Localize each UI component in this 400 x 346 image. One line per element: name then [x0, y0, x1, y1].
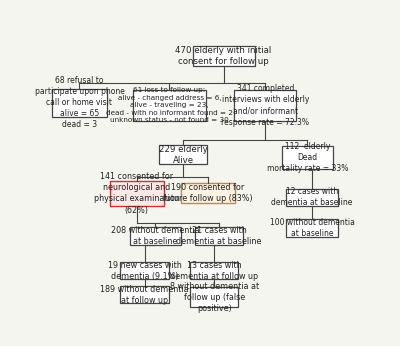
FancyBboxPatch shape: [130, 227, 181, 245]
Text: 68 refusal to
participate upon phone
call or home visit
alive = 65
dead = 3: 68 refusal to participate upon phone cal…: [34, 76, 124, 129]
Text: 61 loss to follow up:
alive - changed address = 6,
alive - traveling = 23,
dead : 61 loss to follow up: alive - changed ad…: [106, 88, 233, 124]
FancyBboxPatch shape: [234, 90, 296, 121]
FancyBboxPatch shape: [120, 262, 169, 279]
Text: 189 without dementia
at follow up: 189 without dementia at follow up: [100, 284, 189, 305]
FancyBboxPatch shape: [190, 262, 238, 279]
FancyBboxPatch shape: [282, 146, 333, 169]
FancyBboxPatch shape: [193, 46, 255, 66]
FancyBboxPatch shape: [286, 189, 338, 206]
FancyBboxPatch shape: [286, 219, 338, 237]
Text: 12 cases with
dementia at baseline: 12 cases with dementia at baseline: [271, 187, 353, 207]
Text: 100 without dementia
at baseline: 100 without dementia at baseline: [270, 218, 354, 238]
FancyBboxPatch shape: [181, 183, 235, 203]
FancyBboxPatch shape: [159, 145, 207, 164]
Text: 19 new cases with
dementia (9.1%): 19 new cases with dementia (9.1%): [108, 261, 182, 281]
Text: 141 consented for
neurological and
physical examination
(62%): 141 consented for neurological and physi…: [94, 172, 180, 215]
Text: 8 without dementia at
follow up (false
positive): 8 without dementia at follow up (false p…: [170, 282, 259, 313]
Text: 190 consented for
future follow up (83%): 190 consented for future follow up (83%): [163, 183, 253, 203]
Text: 13 cases with
dementia at follow up: 13 cases with dementia at follow up: [170, 261, 258, 281]
Text: 112  elderly
Dead
mortality rate = 33%: 112 elderly Dead mortality rate = 33%: [267, 142, 348, 173]
Text: 470 elderly with initial
consent for follow up: 470 elderly with initial consent for fol…: [176, 46, 272, 66]
FancyBboxPatch shape: [133, 90, 206, 121]
FancyBboxPatch shape: [120, 286, 169, 303]
FancyBboxPatch shape: [110, 181, 164, 206]
FancyBboxPatch shape: [195, 227, 243, 245]
FancyBboxPatch shape: [190, 287, 238, 307]
Text: 21 cases with
dementia at baseline: 21 cases with dementia at baseline: [176, 226, 262, 246]
Text: 341 completed
interviews with elderly
and/or informant
response rate = 72.3%: 341 completed interviews with elderly an…: [222, 84, 310, 127]
Text: 229 elderly
Alive: 229 elderly Alive: [159, 145, 208, 165]
FancyBboxPatch shape: [52, 89, 106, 117]
Text: 208 without dementia
at baseline: 208 without dementia at baseline: [111, 226, 200, 246]
